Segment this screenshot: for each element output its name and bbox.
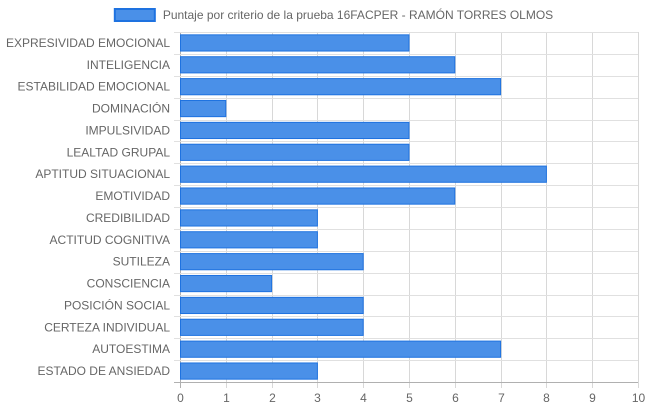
bar[interactable]	[180, 231, 318, 249]
bar[interactable]	[180, 362, 318, 380]
legend-swatch[interactable]	[113, 8, 156, 22]
bar[interactable]	[180, 296, 364, 315]
x-tick-label: 2	[269, 391, 276, 405]
x-tick-label: 1	[223, 391, 230, 405]
category-label: INTELIGENCIA	[87, 58, 170, 72]
bar[interactable]	[180, 34, 410, 52]
bar[interactable]	[180, 274, 273, 293]
x-tick-label: 9	[589, 391, 596, 405]
x-tick-label: 8	[543, 391, 550, 405]
x-tick-label: 10	[632, 391, 646, 405]
x-tick-label: 7	[498, 391, 505, 405]
category-label: IMPULSIVIDAD	[85, 123, 170, 137]
bar[interactable]	[180, 209, 318, 227]
category-label: ESTABILIDAD EMOCIONAL	[18, 80, 171, 94]
bar[interactable]	[180, 56, 456, 74]
bar[interactable]	[180, 253, 364, 271]
x-tick-label: 4	[360, 391, 367, 405]
category-label: SUTILEZA	[113, 255, 170, 269]
category-label: ACTITUD COGNITIVA	[50, 233, 170, 247]
bar[interactable]	[180, 340, 502, 358]
category-label: EXPRESIVIDAD EMOCIONAL	[6, 36, 170, 50]
bar[interactable]	[180, 99, 227, 118]
category-label: AUTOESTIMA	[92, 342, 170, 356]
category-label: CERTEZA INDIVIDUAL	[44, 320, 170, 334]
category-label: CONSCIENCIA	[87, 277, 170, 291]
bar[interactable]	[180, 318, 364, 336]
x-tick-label: 3	[314, 391, 321, 405]
category-label: APTITUD SITUACIONAL	[35, 167, 170, 181]
category-label: EMOTIVIDAD	[95, 189, 170, 203]
category-label: CREDIBILIDAD	[86, 211, 170, 225]
bar[interactable]	[180, 187, 456, 205]
category-label: DOMINACIÓN	[92, 101, 170, 116]
x-tick-label: 0	[177, 391, 184, 405]
x-tick-label: 6	[452, 391, 459, 405]
category-label: LEALTAD GRUPAL	[67, 145, 171, 159]
bar[interactable]	[180, 143, 410, 161]
bar[interactable]	[180, 121, 410, 140]
category-label: POSICIÓN SOCIAL	[64, 297, 170, 312]
category-label: ESTADO DE ANSIEDAD	[38, 364, 171, 378]
legend-label: Puntaje por criterio de la prueba 16FACP…	[163, 7, 553, 22]
bar[interactable]	[180, 78, 502, 96]
bar[interactable]	[180, 165, 547, 183]
x-tick-label: 5	[406, 391, 413, 405]
